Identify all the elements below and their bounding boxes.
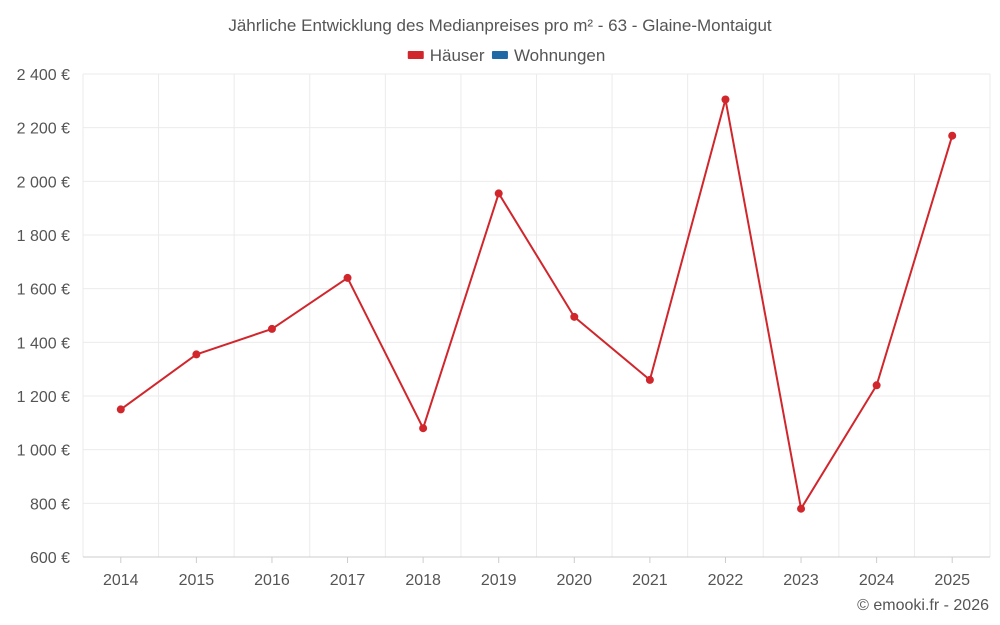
x-tick-label: 2020 [556,572,592,589]
x-tick-label: 2017 [330,572,366,589]
y-tick-label: 1 200 € [17,389,70,406]
series-line [120,98,954,510]
x-tick-label: 2018 [405,572,441,589]
credit-text: © emooki.fr - 2026 [857,597,989,614]
x-axis-ticks: 2014 2015 2016 2017 2018 2019 2020 2021 2022 2023… [103,557,970,589]
x-tick-label: 2023 [783,572,819,589]
data-point[interactable] [872,381,881,390]
y-axis-ticks: 600 € 800 € 1 000 € 1 200 € 1 400 € 1 600 € 1 … [17,67,70,567]
legend-label[interactable]: Wohnungen [514,46,605,65]
y-tick-label: 2 000 € [17,174,70,191]
data-point[interactable] [419,424,428,433]
data-point[interactable] [645,375,654,384]
data-point[interactable] [948,131,957,140]
x-tick-label: 2016 [254,572,290,589]
x-tick-label: 2022 [708,572,744,589]
y-tick-label: 1 000 € [17,443,70,460]
y-tick-label: 2 200 € [17,121,70,138]
data-point[interactable] [116,405,125,414]
y-tick-label: 1 400 € [17,335,70,352]
y-tick-label: 800 € [30,496,70,513]
grid-lines [82,73,991,557]
legend-swatch [491,51,508,59]
y-tick-label: 600 € [30,550,70,567]
data-point[interactable] [343,273,352,282]
series-layer [116,95,957,513]
data-point[interactable] [797,504,806,513]
data-point[interactable] [494,189,503,198]
data-point[interactable] [267,324,276,333]
chart-title: Jährliche Entwicklung des Medianpreises … [228,16,772,35]
x-tick-label: 2014 [103,572,139,589]
y-tick-label: 1 800 € [17,228,70,245]
data-point[interactable] [570,312,579,321]
y-tick-label: 2 400 € [17,67,70,84]
x-tick-label: 2024 [859,572,895,589]
x-tick-label: 2015 [179,572,215,589]
x-tick-label: 2021 [632,572,668,589]
x-tick-label: 2019 [481,572,517,589]
x-tick-label: 2025 [934,572,970,589]
y-tick-label: 1 600 € [17,282,70,299]
legend-swatch [407,51,424,59]
data-point[interactable] [192,350,201,359]
legend-label[interactable]: Häuser [430,46,485,65]
data-point[interactable] [721,95,730,104]
legend: Häuser Wohnungen [407,46,605,65]
